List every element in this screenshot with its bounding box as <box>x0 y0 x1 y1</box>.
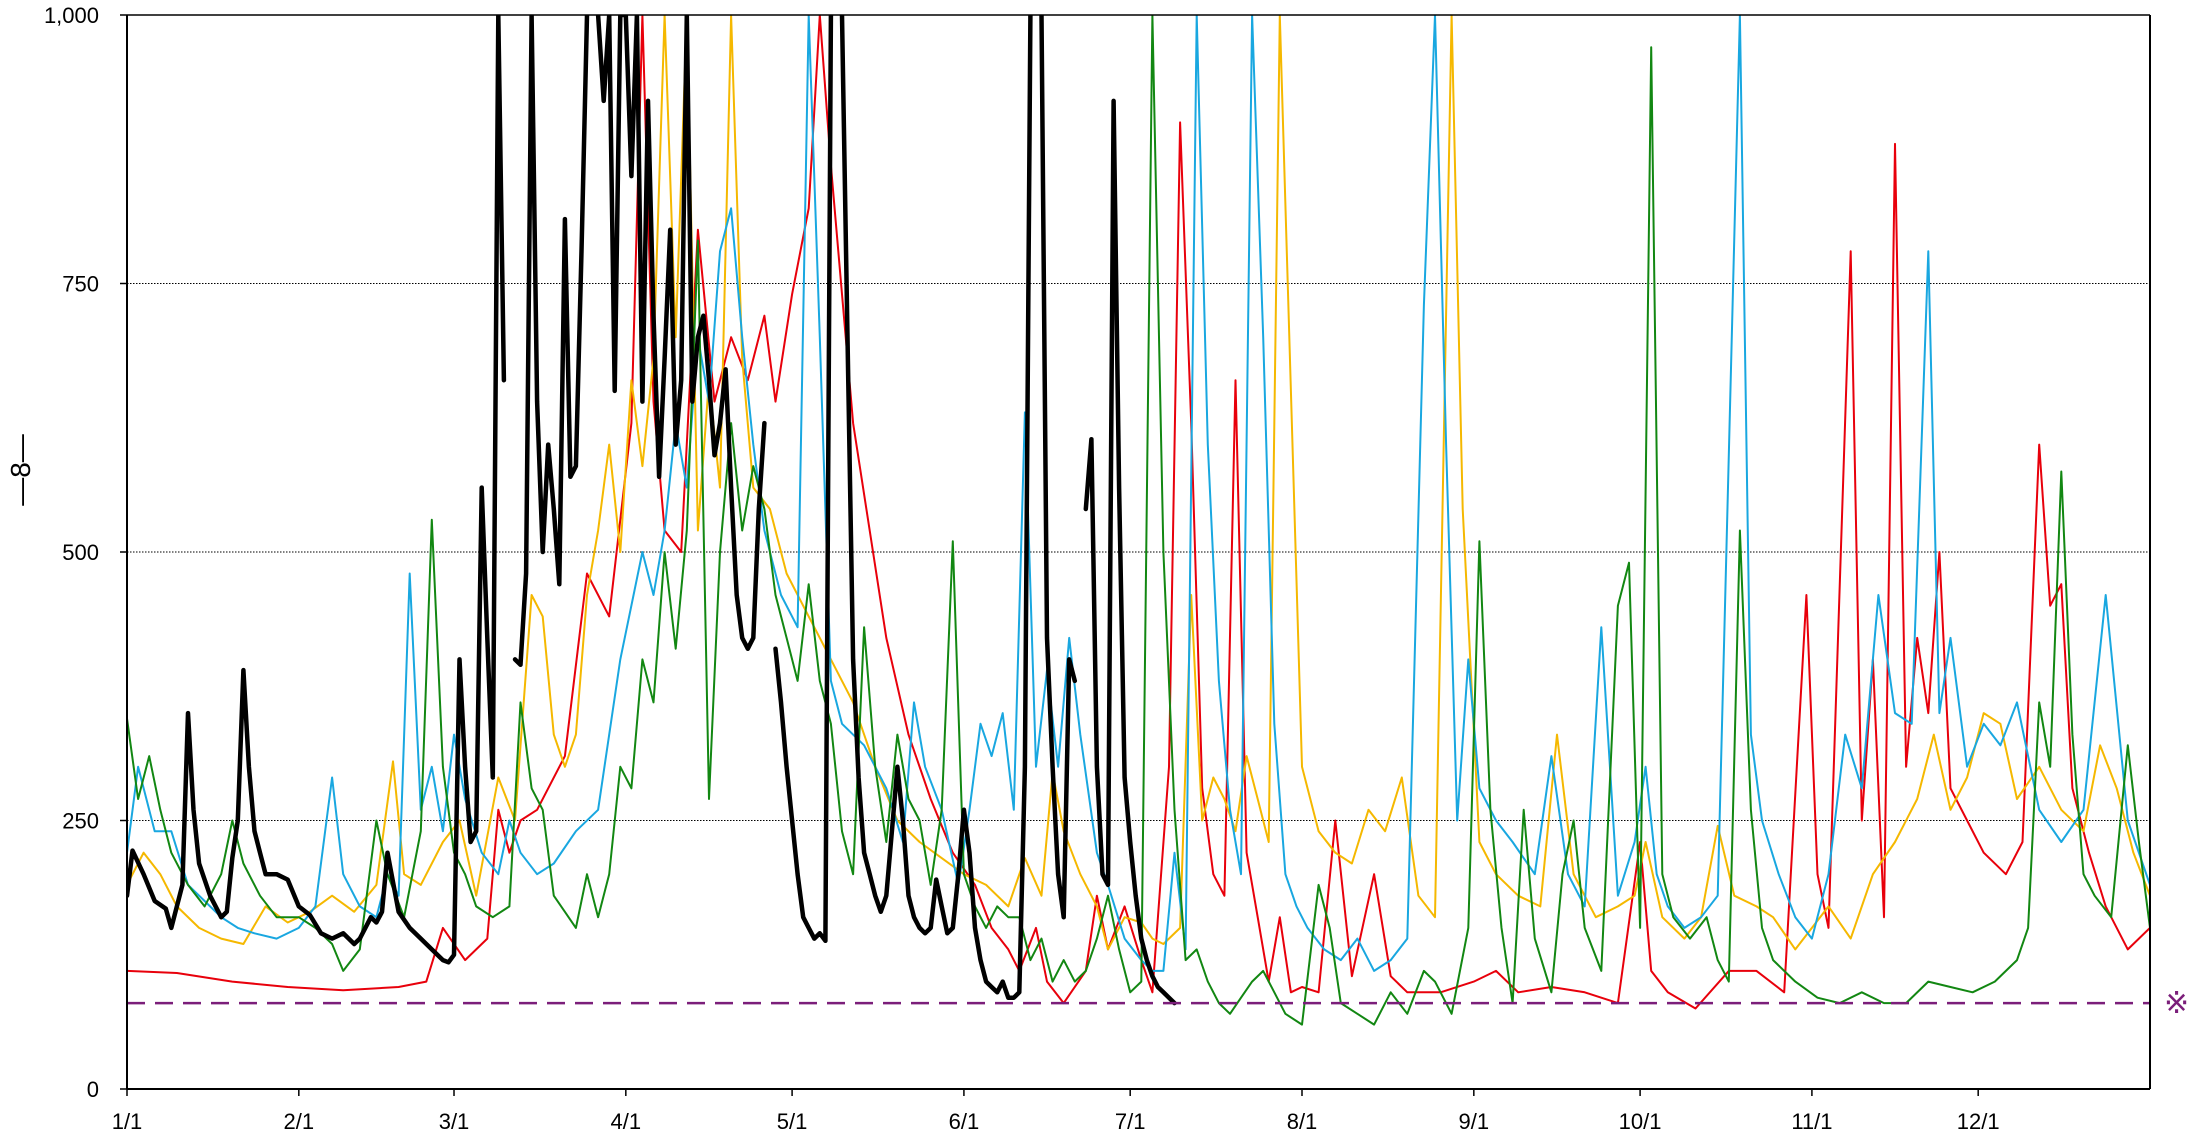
x-tick-label: 5/1 <box>777 1109 808 1134</box>
y-tick-label: 0 <box>87 1077 99 1102</box>
axes <box>120 14 2151 1096</box>
series-line-2 <box>127 15 2150 951</box>
y-axis-label: —8— <box>5 434 36 506</box>
series-line-4 <box>127 15 2150 1026</box>
series-line-5 <box>127 15 1177 1006</box>
tick-labels: 0 250 500 750 1,000 1/1 2/1 3/1 4/1 5/1 6/1 7/1 8/1 9… <box>44 3 2000 1134</box>
y-tick-label: 500 <box>62 540 99 565</box>
reference-note-mark: ※ <box>2164 986 2189 1021</box>
x-tick-label: 6/1 <box>949 1109 980 1134</box>
series-line-1 <box>127 15 2150 1010</box>
reference-line-group: ※ <box>127 986 2189 1021</box>
x-tick-label: 11/1 <box>1791 1109 1832 1134</box>
x-tick-label: 7/1 <box>1115 1109 1146 1134</box>
series-lines <box>127 15 2150 1026</box>
y-tick-label: 1,000 <box>44 3 99 28</box>
x-tick-label: 2/1 <box>284 1109 315 1134</box>
x-tick-label: 3/1 <box>439 1109 470 1134</box>
y-tick-label: 750 <box>62 272 99 297</box>
x-tick-label: 1/1 <box>112 1109 143 1134</box>
x-tick-label: 10/1 <box>1619 1109 1662 1134</box>
y-tick-label: 250 <box>62 809 99 834</box>
x-tick-label: 9/1 <box>1459 1109 1490 1134</box>
x-tick-label: 4/1 <box>611 1109 642 1134</box>
x-tick-label: 12/1 <box>1957 1109 2000 1134</box>
x-tick-label: 8/1 <box>1287 1109 1318 1134</box>
